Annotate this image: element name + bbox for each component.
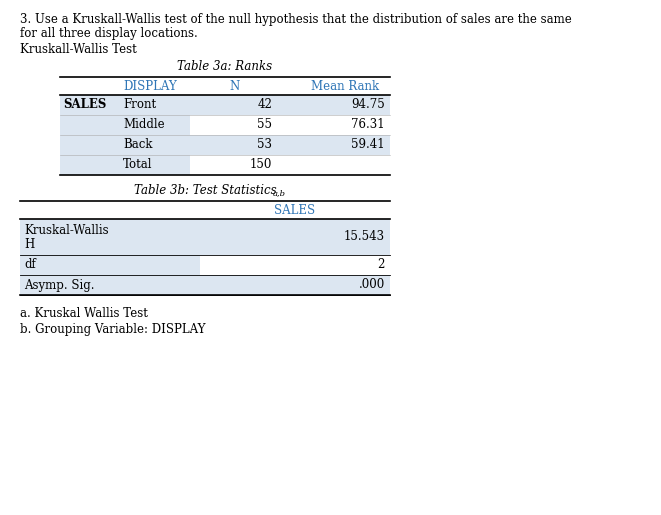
Bar [190,95,390,115]
Text: Middle: Middle [123,118,165,131]
Text: for all three display locations.: for all three display locations. [20,27,198,40]
Text: DISPLAY: DISPLAY [123,80,177,93]
Text: b. Grouping Variable: DISPLAY: b. Grouping Variable: DISPLAY [20,323,206,336]
Text: Kruskal-Wallis: Kruskal-Wallis [24,224,108,237]
Text: SALES: SALES [63,98,106,112]
Text: Mean Rank: Mean Rank [311,80,379,93]
Bar [20,219,200,255]
Text: 3. Use a Kruskall-Wallis test of the null hypothesis that the distribution of sa: 3. Use a Kruskall-Wallis test of the nul… [20,13,572,26]
Text: H: H [24,238,34,251]
Text: a. Kruskal Wallis Test: a. Kruskal Wallis Test [20,307,148,320]
Text: 94.75: 94.75 [351,98,385,112]
Text: Kruskall-Wallis Test: Kruskall-Wallis Test [20,43,137,56]
Text: 150: 150 [250,159,272,171]
Bar [200,275,390,295]
Bar [60,135,190,155]
Text: 76.31: 76.31 [352,118,385,131]
Bar [60,115,190,135]
Bar [200,219,390,255]
Text: Back: Back [123,139,153,151]
Text: 59.41: 59.41 [352,139,385,151]
Text: Table 3b: Test Statistics: Table 3b: Test Statistics [134,184,276,197]
Text: N: N [230,80,240,93]
Bar [20,275,200,295]
Text: 42: 42 [257,98,272,112]
Text: Asymp. Sig.: Asymp. Sig. [24,279,95,291]
Bar [60,155,190,175]
Bar [60,95,190,115]
Text: 53: 53 [257,139,272,151]
Text: 55: 55 [257,118,272,131]
Text: 15.543: 15.543 [344,231,385,244]
Text: 2: 2 [377,259,385,271]
Text: Front: Front [123,98,156,112]
Text: a,b: a,b [273,189,286,197]
Text: df: df [24,259,36,271]
Text: Total: Total [123,159,153,171]
Text: .000: .000 [359,279,385,291]
Bar [190,135,390,155]
Text: Table 3a: Ranks: Table 3a: Ranks [177,60,272,73]
Bar [20,255,200,275]
Text: SALES: SALES [274,204,315,217]
